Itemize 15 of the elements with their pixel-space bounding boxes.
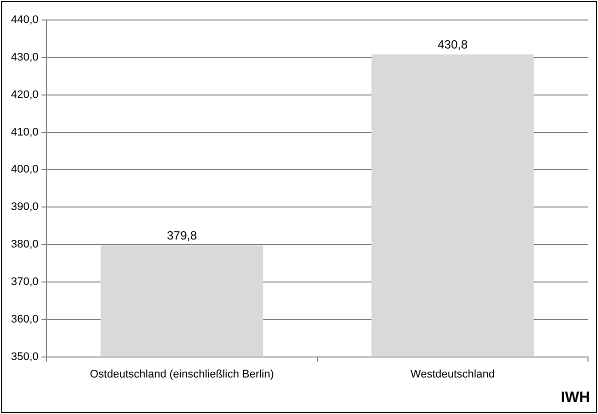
data-label: 379,8 (166, 228, 198, 243)
y-tick-label: 370,0 (10, 276, 39, 288)
y-tick-label: 350,0 (10, 350, 39, 363)
x-tick-label: Ostdeutschland (einschließlich Berlin) (90, 368, 274, 380)
y-tick-label: 400,0 (10, 164, 39, 176)
y-tick-label: 430,0 (10, 51, 39, 64)
y-tick-label: 380,0 (10, 238, 39, 251)
y-tick-label: 440,0 (10, 14, 39, 26)
y-tick-label: 360,0 (10, 313, 39, 326)
y-tick-label: 390,0 (10, 201, 39, 214)
y-tick-label: 420,0 (10, 88, 39, 101)
text: IWH (560, 389, 590, 406)
y-tick-label: 410,0 (10, 126, 39, 138)
x-tick-label: Westdeutschland (410, 368, 495, 380)
data-label: 430,8 (438, 38, 468, 52)
